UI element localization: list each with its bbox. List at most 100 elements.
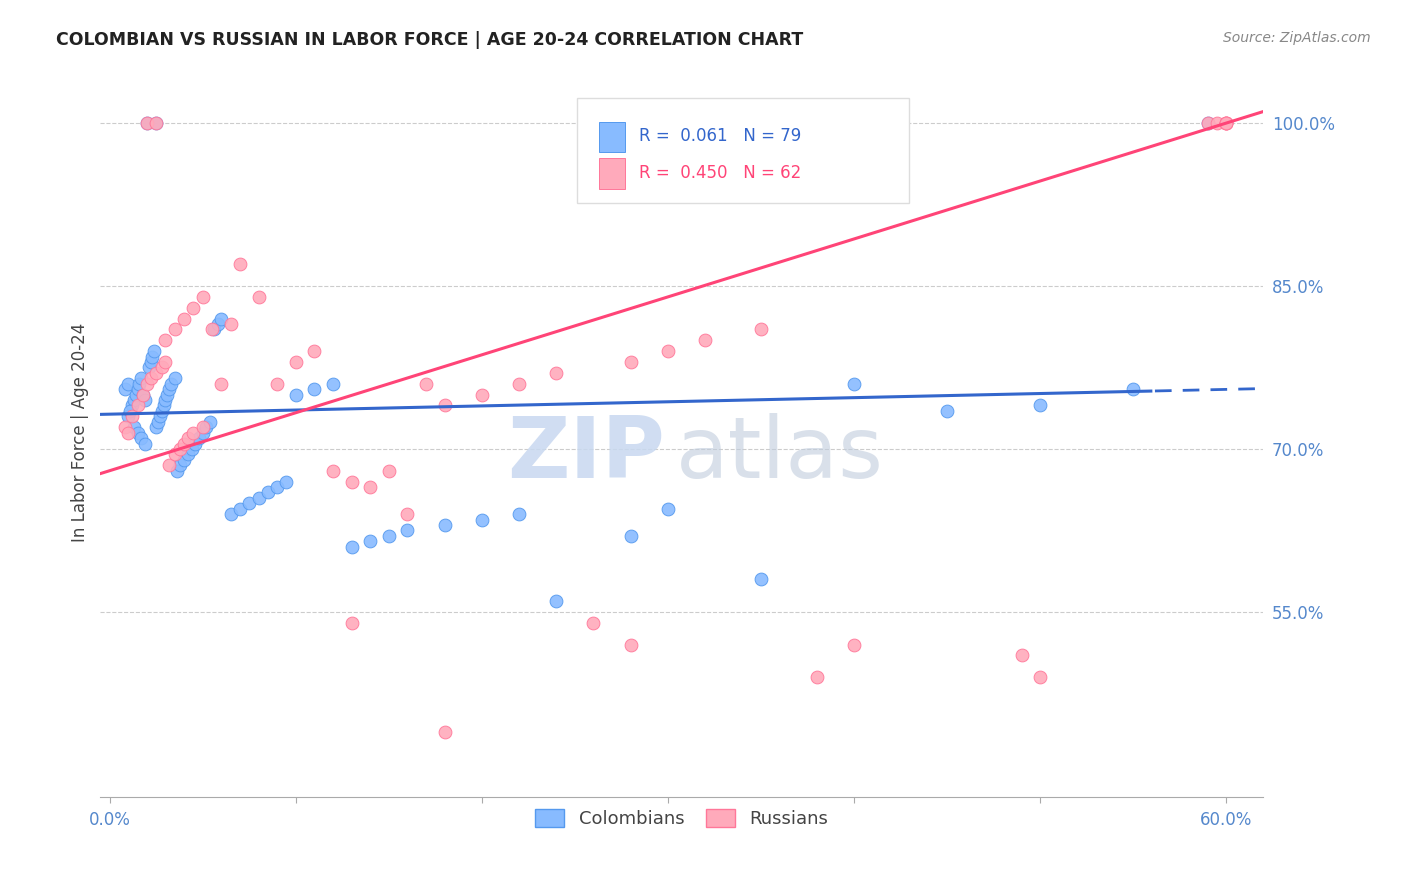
Text: Source: ZipAtlas.com: Source: ZipAtlas.com: [1223, 31, 1371, 45]
Point: [173, 311, 195, 326]
Point: [340, 475, 363, 489]
Point: [749, 573, 772, 587]
Point: [183, 425, 205, 440]
Text: R =  0.061   N = 79: R = 0.061 N = 79: [638, 128, 801, 145]
Point: [163, 447, 186, 461]
Point: [628, 116, 651, 130]
Point: [183, 301, 205, 315]
Point: [117, 376, 139, 391]
Point: [620, 116, 643, 130]
Point: [149, 409, 172, 424]
Point: [180, 442, 202, 456]
Point: [620, 638, 643, 652]
Point: [842, 376, 865, 391]
Point: [184, 436, 207, 450]
Point: [508, 507, 530, 521]
Point: [157, 382, 180, 396]
Point: [146, 415, 169, 429]
Point: [122, 392, 145, 407]
Point: [433, 724, 456, 739]
Point: [117, 425, 139, 440]
Point: [620, 355, 643, 369]
Point: [546, 366, 568, 380]
Point: [139, 371, 162, 385]
Text: R =  0.450   N = 62: R = 0.450 N = 62: [638, 163, 801, 182]
Point: [508, 376, 530, 391]
Point: [229, 501, 252, 516]
Point: [415, 376, 437, 391]
Point: [155, 392, 177, 407]
Point: [150, 360, 173, 375]
Point: [160, 376, 183, 391]
Point: [191, 425, 214, 440]
Point: [284, 355, 307, 369]
Point: [647, 116, 669, 130]
Point: [1011, 648, 1033, 663]
Point: [582, 615, 605, 630]
Point: [155, 355, 177, 369]
FancyBboxPatch shape: [578, 97, 908, 203]
Point: [209, 311, 232, 326]
Point: [266, 480, 288, 494]
Point: [122, 420, 145, 434]
Point: [620, 116, 643, 130]
Point: [127, 425, 149, 440]
Point: [936, 404, 959, 418]
Point: [1215, 116, 1237, 130]
Point: [138, 360, 160, 375]
Point: [191, 290, 214, 304]
Point: [628, 116, 651, 130]
Point: [238, 496, 260, 510]
Point: [128, 376, 150, 391]
Point: [145, 366, 167, 380]
Point: [219, 317, 242, 331]
Point: [156, 387, 179, 401]
Point: [1197, 116, 1219, 130]
Point: [129, 371, 152, 385]
Point: [657, 116, 679, 130]
Point: [322, 464, 344, 478]
Point: [135, 376, 157, 391]
Point: [378, 529, 401, 543]
Point: [141, 350, 163, 364]
Point: [657, 116, 679, 130]
Point: [157, 458, 180, 473]
Point: [471, 387, 494, 401]
Point: [188, 431, 211, 445]
Point: [134, 392, 156, 407]
Point: [135, 116, 157, 130]
Point: [177, 431, 200, 445]
FancyBboxPatch shape: [599, 121, 624, 153]
Point: [132, 387, 155, 401]
Point: [127, 382, 149, 396]
Point: [127, 399, 149, 413]
Point: [247, 491, 270, 505]
Point: [121, 409, 143, 424]
Point: [219, 507, 242, 521]
Point: [152, 399, 174, 413]
Point: [1029, 670, 1052, 684]
Point: [129, 431, 152, 445]
Point: [276, 475, 298, 489]
Point: [135, 116, 157, 130]
Point: [207, 317, 229, 331]
Text: ZIP: ZIP: [506, 413, 665, 496]
Point: [173, 452, 195, 467]
Point: [600, 116, 623, 130]
Point: [166, 464, 188, 478]
Point: [1215, 116, 1237, 130]
Point: [322, 376, 344, 391]
Point: [169, 458, 191, 473]
Point: [647, 116, 669, 130]
Point: [117, 409, 139, 424]
Point: [471, 513, 494, 527]
Point: [433, 399, 456, 413]
Point: [143, 344, 166, 359]
Point: [177, 447, 200, 461]
Point: [145, 116, 167, 130]
Point: [191, 420, 214, 434]
Point: [638, 116, 661, 130]
FancyBboxPatch shape: [599, 158, 624, 189]
Point: [1122, 382, 1144, 396]
Point: [169, 442, 191, 456]
